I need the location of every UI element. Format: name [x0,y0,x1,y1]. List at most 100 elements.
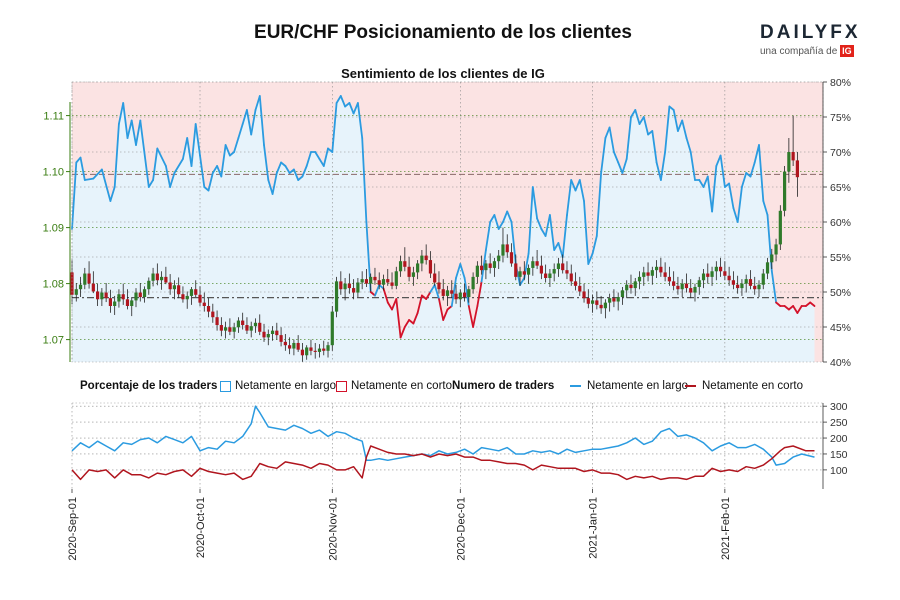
candle-body [761,273,765,285]
pct-line-segment [378,284,385,290]
pct-line-segment [258,95,265,146]
pct-line-segment [156,147,167,167]
legend-pct-short: Netamente en corto [336,380,452,392]
candle-body [612,298,616,302]
pct-line-segment [685,137,692,153]
candle-body [608,298,612,303]
pct-line-segment [625,116,632,160]
candle-body [317,348,322,352]
candle-body [292,342,296,349]
date-axis: 2020-Sep-01 2020-Oct-01 2020-Nov-01 2020-De… [67,489,732,561]
candle-bullish [78,276,83,298]
candle-bearish [198,286,202,306]
candle-bullish [100,288,104,306]
candle-body [309,347,313,351]
candle-body [603,302,607,309]
candle-bullish [714,261,718,281]
candle-body [539,265,543,274]
pct-line-segment [118,102,125,125]
pct-line-segment [549,214,556,251]
pct-line-segment [604,126,611,139]
pct-line-segment [497,221,504,230]
candle-bearish [296,335,300,352]
candle-bullish [334,276,339,318]
price-tick-label: 1.10 [43,167,64,179]
pct-line-segment [403,319,411,328]
candle-bearish [288,337,292,355]
candle-body [625,284,629,291]
price-tick-label: 1.07 [43,335,64,347]
candle-bullish [548,269,552,287]
pct-line-segment [493,214,500,230]
legend-pct-long-label: Netamente en largo [235,380,337,392]
candle-bullish [369,273,373,292]
candle-bearish [565,261,569,280]
ig-badge: IG [840,45,854,57]
candle-body [390,282,394,286]
candle-body [556,263,561,270]
grid-lines [71,81,823,489]
candle-body [330,311,334,346]
candle-bullish [467,285,471,303]
candle-body [386,279,390,283]
candle-bearish [727,266,731,286]
candle-bearish [352,279,356,300]
pct-line-segment [122,102,129,139]
candle-bearish [586,289,590,309]
pct-line-segment [399,326,406,339]
candle-body [381,279,386,285]
pct-line-segment [352,102,359,115]
candle-bearish [535,250,539,270]
pct-line-segment [361,137,368,223]
pct-line-segment [566,179,573,216]
candle-bearish [561,254,565,274]
pct-line-segment [267,179,274,195]
candle-bearish [573,272,578,291]
pct-line-segment [113,123,120,188]
candle-bullish [292,339,296,356]
pct-line-segment [438,298,445,321]
candle-body [514,263,518,277]
pct-line-segment [732,207,739,223]
date-tick-label: 2021-Jan-01 [588,497,600,559]
date-tick-label: 2020-Nov-01 [327,497,339,561]
pct-line-segment [374,284,381,297]
candle-body [501,244,505,256]
candle-bullish [501,227,505,263]
pct-line-segment [271,172,278,195]
legend-pct-title: Porcentaje de los traders [80,380,218,392]
candle-body [142,289,147,298]
candle-bullish [172,280,177,300]
candle-body [633,281,637,289]
candle-bullish [130,297,134,317]
pct-line-segment [211,165,219,174]
pct-line-segment [561,214,568,258]
candle-body [565,270,569,274]
pct-line-segment [425,291,432,300]
pct-line-segment [335,95,342,104]
candle-bearish [462,283,467,302]
candle-body [206,306,211,312]
candle-bullish [782,166,787,217]
candle-bearish [514,254,518,281]
pct-line-segment [101,168,112,202]
candle-bullish [556,257,561,277]
pct-line-segment [194,123,201,157]
candle-body [424,255,428,261]
pct-line-segment [254,95,261,111]
candle-bearish [309,339,313,356]
candle-bearish [96,283,100,306]
candle-body [509,252,514,264]
candle-bearish [283,334,287,351]
candle-body [561,263,565,271]
pct-line-segment [655,161,662,181]
candle-body [582,291,586,299]
candle-bearish [194,280,198,298]
candle-body [258,322,262,332]
candle-body [228,327,232,332]
candle-bullish [620,286,625,305]
candle-body [578,285,582,292]
candle-bearish [215,310,219,331]
candle-bearish [441,279,445,301]
candle-body [416,263,420,273]
